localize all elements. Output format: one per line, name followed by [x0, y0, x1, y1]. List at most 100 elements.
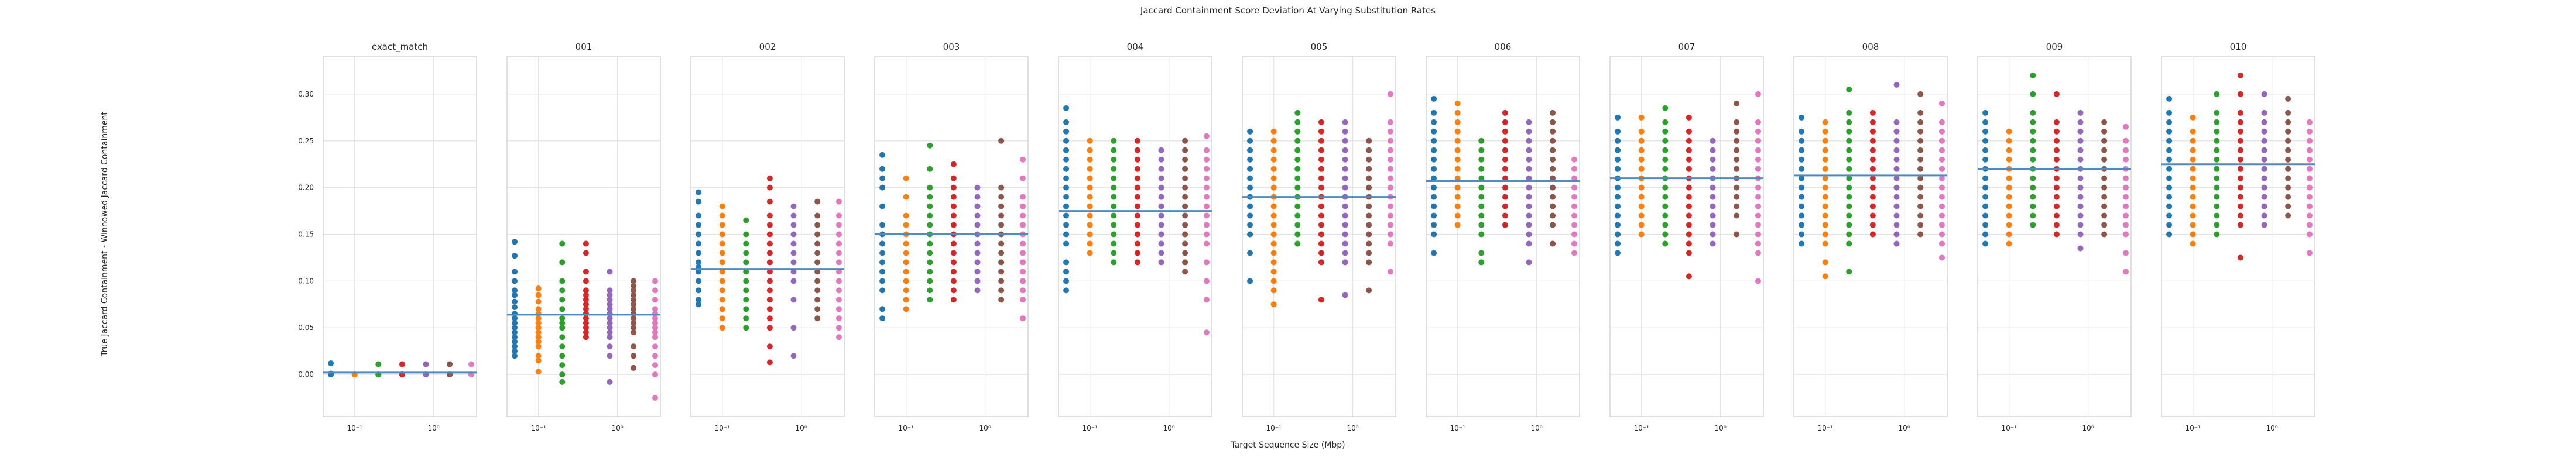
data-point — [1755, 212, 1761, 219]
data-point — [2030, 128, 2036, 135]
data-point — [1869, 175, 1876, 181]
data-point — [1454, 222, 1461, 228]
data-point — [1938, 203, 1945, 209]
data-point — [2030, 109, 2036, 116]
data-point — [2166, 109, 2173, 116]
data-point — [719, 240, 725, 247]
data-point — [719, 278, 725, 284]
data-point — [652, 325, 658, 331]
data-point — [652, 306, 658, 312]
data-point — [998, 240, 1005, 247]
data-point — [766, 343, 773, 350]
data-point — [1710, 231, 1716, 238]
x-tick-label: 10⁰ — [1715, 424, 1727, 432]
data-point — [1982, 128, 1989, 135]
data-point — [743, 269, 749, 275]
data-point — [790, 269, 797, 275]
data-point — [583, 325, 589, 331]
data-point — [2214, 194, 2220, 200]
panel-frame — [690, 56, 845, 417]
data-point — [1019, 259, 1026, 266]
data-point — [1686, 114, 1692, 121]
data-point — [1087, 156, 1093, 163]
data-point — [790, 353, 797, 359]
data-point — [950, 259, 957, 266]
data-point — [1019, 175, 1026, 181]
data-point — [2214, 203, 2220, 209]
data-point — [2077, 175, 2084, 181]
data-point — [1063, 119, 1070, 125]
data-point — [1982, 203, 1989, 209]
data-point — [2306, 184, 2313, 191]
data-point — [1342, 128, 1348, 135]
data-point — [2006, 137, 2012, 144]
data-point — [1247, 250, 1253, 256]
data-point — [631, 343, 637, 350]
data-point — [1247, 175, 1253, 181]
data-point — [535, 334, 542, 340]
data-point — [950, 240, 957, 247]
data-point — [1318, 147, 1324, 153]
data-point — [1182, 250, 1188, 256]
data-point — [790, 325, 797, 331]
data-point — [1247, 212, 1253, 219]
data-point — [1734, 137, 1740, 144]
data-point — [1938, 222, 1945, 228]
data-point — [2166, 175, 2173, 181]
data-point — [607, 320, 613, 326]
data-point — [535, 315, 542, 322]
data-point — [1799, 114, 1805, 121]
data-point — [1710, 240, 1716, 247]
x-axis-label: Target Sequence Size (Mbp) — [1230, 441, 1345, 450]
data-point — [1734, 156, 1740, 163]
data-point — [631, 283, 637, 289]
data-point — [328, 360, 334, 366]
data-point — [2077, 194, 2084, 200]
data-point — [399, 361, 405, 367]
data-point — [1318, 137, 1324, 144]
data-point — [927, 142, 933, 149]
data-point — [1134, 203, 1140, 209]
data-point — [2214, 91, 2220, 97]
data-point — [583, 334, 589, 340]
data-point — [1270, 240, 1277, 247]
data-point — [2166, 203, 2173, 209]
data-point — [1662, 231, 1669, 238]
data-point — [814, 306, 821, 312]
data-point — [1270, 259, 1277, 266]
data-point — [1846, 203, 1852, 209]
data-point — [2101, 119, 2108, 125]
data-point — [835, 240, 842, 247]
data-point — [1478, 184, 1485, 191]
data-point — [1869, 194, 1876, 200]
data-point — [1755, 147, 1761, 153]
data-point — [1431, 137, 1437, 144]
data-point — [559, 362, 566, 369]
data-point — [652, 320, 658, 326]
data-point — [1662, 240, 1669, 247]
data-point — [1087, 203, 1093, 209]
data-point — [1158, 203, 1164, 209]
data-point — [535, 353, 542, 359]
data-point — [1822, 240, 1828, 247]
data-point — [974, 184, 981, 191]
data-point — [2006, 184, 2012, 191]
data-point — [2053, 194, 2060, 200]
data-point — [998, 184, 1005, 191]
data-point — [1270, 128, 1277, 135]
data-point — [1571, 250, 1577, 256]
data-point — [1342, 184, 1348, 191]
data-point — [927, 259, 933, 266]
data-point — [879, 222, 886, 228]
data-point — [719, 222, 725, 228]
data-point — [2306, 147, 2313, 153]
data-point — [1550, 240, 1556, 247]
data-point — [1342, 231, 1348, 238]
data-point — [1158, 166, 1164, 172]
data-point — [1869, 212, 1876, 219]
data-point — [559, 353, 566, 359]
data-point — [2077, 231, 2084, 238]
data-point — [1387, 240, 1393, 247]
data-point — [879, 315, 886, 322]
data-point — [1342, 166, 1348, 172]
